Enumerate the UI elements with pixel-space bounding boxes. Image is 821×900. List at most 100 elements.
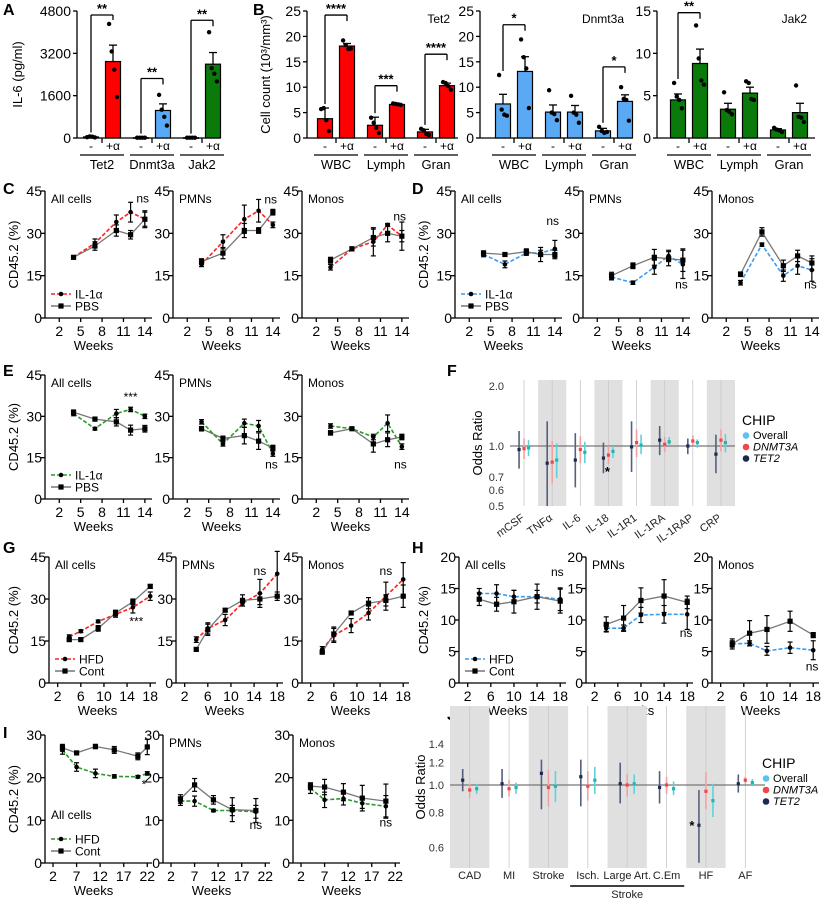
panel-title: All cells — [461, 192, 502, 206]
group-label: Jak2 — [188, 157, 215, 172]
annotation: ns — [265, 458, 278, 472]
data-point — [793, 83, 799, 88]
chart-title: Jak2 — [782, 12, 808, 26]
marker-circle — [128, 407, 133, 412]
series-line-Cont — [605, 595, 688, 626]
data-point — [348, 46, 354, 51]
data-point — [521, 55, 526, 60]
marker-circle — [128, 209, 133, 215]
panel-title: PMNs — [182, 558, 215, 572]
data-point — [106, 21, 112, 27]
legend-marker-circle — [58, 836, 64, 842]
marker-circle — [222, 617, 228, 623]
y-tick-label: 30 — [26, 225, 42, 241]
x-tick-label: 18 — [805, 688, 821, 704]
y-tick-label: 25 — [458, 3, 474, 19]
series-line-HFD — [606, 613, 688, 629]
data-point — [679, 106, 685, 111]
odds-ratio-point-Overall — [639, 443, 643, 447]
y-tick-label: 30 — [693, 225, 709, 241]
marker-circle — [93, 771, 98, 776]
x-tick-label: 2 — [49, 868, 57, 884]
x-tick-label: 2 — [464, 688, 472, 704]
series-line-PBS — [330, 232, 403, 261]
series-line-Cont — [310, 785, 386, 802]
series-line-Cont — [195, 595, 278, 650]
group-label: Tet2 — [90, 157, 115, 172]
marker-square — [256, 438, 262, 444]
x-tick-label: 22 — [387, 868, 403, 884]
y-tick-label: 4800 — [40, 3, 71, 19]
marker-circle — [114, 219, 119, 225]
marker-square — [253, 807, 259, 814]
marker-square — [210, 797, 217, 803]
odds-ratio-point-Overall — [632, 782, 636, 786]
panel-title: PMNs — [589, 192, 622, 206]
marker-circle — [399, 444, 405, 449]
marker-square — [746, 630, 753, 636]
y-tick-label: 5 — [466, 105, 474, 121]
x-axis-label: Weeks — [331, 519, 371, 534]
x-tick-label: 14 — [372, 688, 388, 704]
marker-square — [680, 257, 686, 263]
odds-ratio-point-DNMT3A — [507, 787, 511, 791]
marker-square — [111, 747, 117, 753]
legend-dot-TET2 — [742, 455, 750, 462]
marker-square — [787, 618, 793, 624]
annotation: ns — [264, 193, 277, 207]
annotation: * — [142, 777, 147, 791]
x-tick-label: 5 — [205, 323, 213, 339]
data-point — [721, 90, 727, 95]
x-tick-label: 5 — [487, 323, 495, 339]
x-axis-label: Weeks — [192, 883, 232, 898]
data-point — [156, 92, 162, 98]
legend-label: TET2 — [753, 453, 780, 465]
x-tick-label: 8 — [508, 323, 516, 339]
x-tick-label: 14 — [394, 504, 410, 520]
x-tick-label: 11 — [526, 323, 541, 339]
marker-square — [147, 583, 153, 589]
marker-circle — [328, 423, 333, 429]
legend-marker-square — [58, 303, 64, 309]
y-tick-label: 45 — [283, 549, 299, 565]
x-axis-label: Weeks — [202, 519, 242, 534]
group-label: Lymph — [545, 157, 584, 172]
panel-title: PMNs — [592, 558, 625, 572]
odds-ratio-point-DNMT3A — [522, 447, 526, 451]
marker-square — [241, 227, 247, 234]
data-point — [729, 112, 735, 117]
data-point — [214, 79, 220, 84]
panel-label-F: F — [447, 363, 457, 380]
odds-ratio-point-TET2 — [539, 771, 544, 775]
x-tick-label: 2 — [465, 323, 473, 339]
bar-label: - — [189, 139, 193, 153]
marker-square — [383, 798, 389, 804]
marker-square — [78, 637, 84, 643]
significance-label: * — [511, 11, 517, 26]
y-tick-label: 0.6 — [489, 485, 504, 497]
marker-square — [220, 250, 226, 256]
x-tick-label: 10 — [759, 688, 775, 704]
annotation: ns — [680, 626, 693, 640]
y-tick-label: 0.5 — [489, 501, 504, 513]
x-tick-label: 14 — [119, 688, 135, 704]
y-tick-label: 10 — [274, 812, 290, 828]
y-tick-label: 45 — [693, 183, 709, 199]
bar-label: - — [139, 139, 143, 153]
legend-label: HFD — [75, 833, 100, 847]
annotation: *** — [124, 390, 138, 404]
data-point — [206, 29, 212, 35]
y-tick-label: 15 — [567, 581, 583, 597]
marker-square — [113, 227, 119, 234]
y-tick-label: 5 — [575, 644, 583, 660]
data-point — [321, 105, 326, 111]
y-tick-label: 0 — [444, 310, 452, 326]
odds-ratio-point-DNMT3A — [625, 783, 629, 787]
marker-circle — [256, 423, 261, 429]
odds-ratio-point-DNMT3A — [634, 441, 639, 445]
y-tick-label: 15 — [26, 268, 42, 284]
line-chart-I-1: 0 10 20 30 2 7 12 17 22 Weeks CD45.2 (%) All cells *… — [6, 727, 155, 898]
x-tick-label: 2 — [312, 323, 320, 339]
data-point — [801, 119, 807, 125]
marker-circle — [220, 441, 226, 447]
